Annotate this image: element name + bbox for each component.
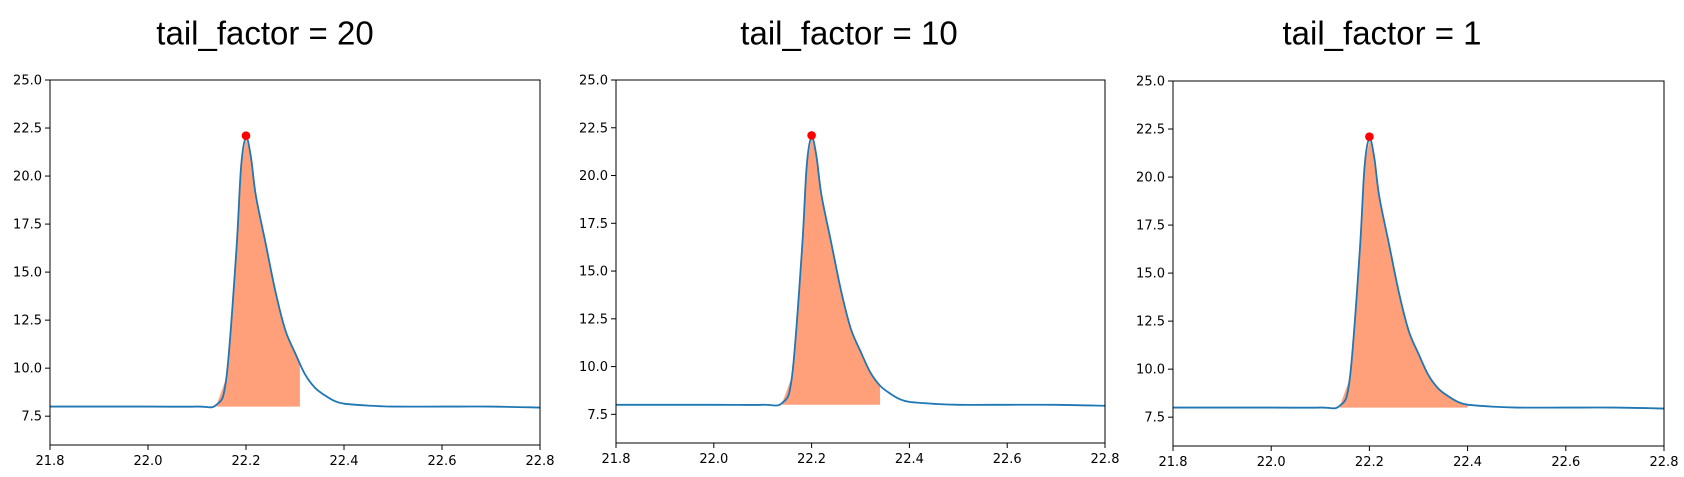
y-tick-label: 25.0 [579, 74, 608, 89]
peak-area-fill [782, 137, 881, 405]
y-tick-label: 10.0 [579, 360, 608, 375]
y-tick-label: 7.5 [1144, 411, 1165, 426]
y-tick-label: 17.5 [13, 218, 42, 233]
peak-area-fill [216, 139, 300, 407]
x-tick-label: 22.8 [526, 454, 555, 469]
y-tick-label: 12.5 [13, 314, 42, 329]
y-tick-label: 15.0 [579, 265, 608, 280]
axes-frame [615, 79, 1106, 444]
y-tick-label: 10.0 [1136, 363, 1165, 378]
chart-title: tail_factor = 1 [1282, 15, 1481, 52]
y-tick-label: 12.5 [579, 312, 608, 327]
y-tick-label: 25.0 [1136, 75, 1165, 90]
x-tick-label: 22.4 [895, 452, 924, 467]
signal-line [1173, 137, 1665, 410]
x-tick-label: 21.8 [1159, 455, 1188, 470]
x-tick-label: 22.0 [134, 454, 163, 469]
signal-line [616, 136, 1106, 407]
y-tick-label: 17.5 [1136, 219, 1165, 234]
signal-line [50, 136, 541, 409]
x-tick-label: 22.6 [428, 454, 457, 469]
y-tick-label: 15.0 [13, 266, 42, 281]
axes-frame [1172, 80, 1665, 447]
y-tick-label: 7.5 [587, 408, 608, 423]
y-tick-label: 22.5 [1136, 123, 1165, 138]
y-tick-label: 12.5 [1136, 315, 1165, 330]
y-tick-label: 22.5 [579, 121, 608, 136]
chart-panel: tail_factor = 1 21.8 22.0 22.2 22.4 22.6 22.8 7… [1136, 15, 1678, 470]
x-tick-label: 22.2 [232, 454, 261, 469]
x-tick-label: 22.0 [1257, 455, 1286, 470]
x-tick-label: 22.2 [1355, 455, 1384, 470]
x-tick-label: 22.4 [1453, 455, 1482, 470]
y-tick-label: 10.0 [13, 362, 42, 377]
peak-marker [241, 131, 251, 141]
x-tick-label: 22.6 [993, 452, 1022, 467]
y-tick-label: 20.0 [1136, 171, 1165, 186]
x-tick-label: 22.4 [330, 454, 359, 469]
y-tick-label: 17.5 [579, 217, 608, 232]
x-tick-label: 21.8 [602, 452, 631, 467]
y-tick-label: 20.0 [579, 169, 608, 184]
y-tick-label: 20.0 [13, 170, 42, 185]
x-tick-label: 22.0 [699, 452, 728, 467]
axes-frame [49, 79, 541, 446]
x-tick-label: 22.6 [1551, 455, 1580, 470]
peak-marker [807, 131, 816, 140]
x-tick-label: 22.2 [797, 452, 826, 467]
y-tick-label: 22.5 [13, 122, 42, 137]
x-tick-label: 22.8 [1650, 455, 1679, 470]
peak-marker [1365, 132, 1374, 142]
y-tick-label: 7.5 [21, 410, 42, 425]
x-tick-label: 21.8 [36, 454, 65, 469]
chart-panel: tail_factor = 10 21.8 22.0 22.2 22.4 22.6 22.8… [579, 15, 1119, 467]
y-tick-label: 25.0 [13, 74, 42, 89]
chart-title: tail_factor = 10 [740, 15, 957, 52]
y-tick-label: 15.0 [1136, 267, 1165, 282]
chart-title: tail_factor = 20 [156, 15, 373, 52]
peak-area-fill [1339, 139, 1468, 408]
chart-panel: tail_factor = 20 21.8 22.0 22.2 22.4 22.6 22.8… [13, 15, 554, 469]
x-tick-label: 22.8 [1091, 452, 1120, 467]
